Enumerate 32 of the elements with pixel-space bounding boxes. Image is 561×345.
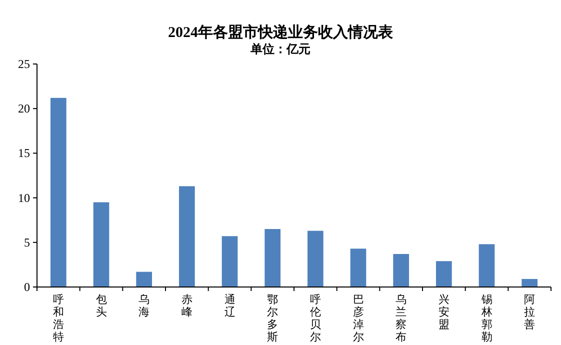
x-tick-label: 包头 xyxy=(96,293,107,318)
y-tick-label: 5 xyxy=(24,235,30,250)
bar xyxy=(522,278,538,287)
bar xyxy=(393,254,410,287)
x-tick-label: 通辽 xyxy=(224,293,236,318)
bar xyxy=(136,272,152,287)
bar xyxy=(307,230,324,287)
bar xyxy=(178,186,195,287)
y-tick-label: 20 xyxy=(18,102,30,116)
x-tick-label: 赤峰 xyxy=(181,293,192,318)
bar xyxy=(93,202,110,287)
x-tick-label: 乌海 xyxy=(138,293,150,318)
chart-title: 2024年各盟市快递业务收入情况表 xyxy=(168,23,394,41)
x-tick-label: 阿拉善 xyxy=(524,293,536,331)
x-tick-label: 巴彦淖尔 xyxy=(352,293,364,344)
y-tick-label: 15 xyxy=(18,146,30,160)
y-tick-label: 10 xyxy=(18,190,30,205)
x-tick-label: 乌兰察布 xyxy=(396,293,407,344)
x-tick-label: 呼和浩特 xyxy=(52,293,64,344)
x-tick-label: 呼伦贝尔 xyxy=(310,293,321,344)
y-tick-label: 0 xyxy=(24,280,30,294)
bar xyxy=(436,261,452,287)
bar xyxy=(350,248,366,287)
chart-subtitle: 单位：亿元 xyxy=(250,42,310,56)
bar xyxy=(50,98,66,287)
bar xyxy=(264,229,281,287)
x-tick-label: 兴安盟 xyxy=(438,293,450,331)
x-tick-label: 鄂尔多斯 xyxy=(267,293,278,344)
y-tick-label: 25 xyxy=(18,57,30,71)
bar xyxy=(478,244,495,287)
bar xyxy=(222,236,238,287)
x-tick-label: 锡林郭勒 xyxy=(480,293,492,344)
